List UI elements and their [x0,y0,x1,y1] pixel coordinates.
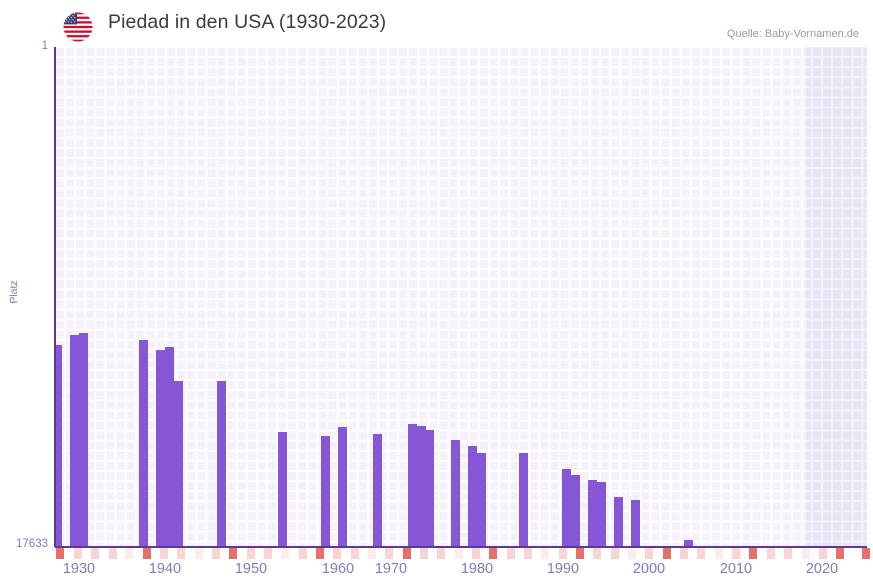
x-tick-label-2000: 2000 [632,561,666,577]
us-flag-icon [63,12,93,42]
bar-1943[interactable] [174,381,183,547]
bar-1942[interactable] [165,347,174,547]
x-axis-marker [507,548,515,559]
bar-1992[interactable] [562,469,571,547]
x-axis-marker [732,548,740,559]
x-axis-marker [264,548,272,559]
x-axis-marker [177,548,185,559]
x-tick-label-1930: 1930 [62,561,96,577]
bar-1980[interactable] [477,453,486,547]
x-axis-marker [489,548,497,559]
bar-2000[interactable] [631,500,640,547]
bar-1930[interactable] [55,345,62,547]
bar-1993[interactable] [571,475,580,547]
x-axis-marker [472,548,480,559]
bar-1956[interactable] [278,432,287,547]
x-axis-marker [143,548,151,559]
bar-1979[interactable] [468,446,477,547]
page-title: Piedad in den USA (1930-2023) [108,11,387,33]
x-axis-marker [316,548,324,559]
x-axis-marker [403,548,411,559]
x-axis-marker [281,548,289,559]
x-tick-label-2010: 2010 [719,561,753,577]
x-axis-marker [611,548,619,559]
x-axis-marker [784,548,792,559]
x-axis-marker [524,548,532,559]
x-axis-marker [299,548,307,559]
x-tick-label-1940: 1940 [148,561,182,577]
bar-1940[interactable] [139,340,148,547]
x-axis-marker [212,548,220,559]
x-tick-label-1990: 1990 [546,561,580,577]
x-axis-marker [749,548,757,559]
x-axis-marker [862,548,870,559]
bar-2007[interactable] [684,540,693,547]
x-axis-marker [593,548,601,559]
x-axis-marker [229,548,237,559]
x-axis-marker [74,548,82,559]
x-tick-label-1980: 1980 [460,561,494,577]
y-axis-line [54,47,56,547]
x-axis-marker [195,548,203,559]
x-axis-marker [56,548,64,559]
shaded-recent-band [806,47,867,547]
x-axis-marker [836,548,844,559]
bar-1967[interactable] [373,434,382,547]
x-axis-marker [420,548,428,559]
bar-1963[interactable] [338,427,347,547]
plot-area [55,47,867,547]
bar-1972[interactable] [408,424,417,547]
bar-1996[interactable] [597,482,606,547]
x-tick-label-2020: 2020 [805,561,839,577]
bar-1973[interactable] [417,426,426,547]
y-axis-tick-top: 1 [41,40,48,52]
bar-1931[interactable] [70,335,79,547]
x-axis-marker [645,548,653,559]
x-axis-marker [333,548,341,559]
x-axis-marker [368,548,376,559]
x-axis-marker [125,548,133,559]
source-attribution: Quelle: Baby-Vornamen.de [726,28,859,40]
x-axis-marker [628,548,636,559]
x-axis-line [55,546,867,548]
x-tick-label-1950: 1950 [234,561,268,577]
y-axis-tick-bottom: 17633 [16,538,48,550]
x-axis-marker [576,548,584,559]
x-axis-marker [160,548,168,559]
x-axis-marker [541,548,549,559]
grid-background [55,47,867,547]
x-tick-label-1970: 1970 [374,561,408,577]
bar-1932[interactable] [79,333,88,547]
x-axis-marker [802,548,810,559]
x-axis-marker [715,548,723,559]
x-axis-marker [663,548,671,559]
bar-1941[interactable] [156,350,165,547]
bar-1995[interactable] [588,480,597,547]
chart-header: Piedad in den USA (1930-2023) Quelle: Ba… [0,0,873,46]
bar-1977[interactable] [451,440,460,547]
bar-1949[interactable] [217,381,226,547]
x-axis-marker [351,548,359,559]
bar-1998[interactable] [614,497,623,547]
x-axis-marker [385,548,393,559]
x-axis-marker [247,548,255,559]
x-axis-marker [91,548,99,559]
x-tick-label-1960: 1960 [321,561,355,577]
x-axis-marker [559,548,567,559]
x-axis-marker [437,548,445,559]
x-axis-marker [455,548,463,559]
x-axis-marker [109,548,117,559]
x-axis-marker [697,548,705,559]
x-axis-marker [819,548,827,559]
y-axis-title: Platz [8,280,20,304]
x-axis-marker [680,548,688,559]
bar-1974[interactable] [425,430,434,547]
bar-1987[interactable] [519,453,528,547]
bar-1961[interactable] [321,436,330,547]
x-axis-marker [767,548,775,559]
